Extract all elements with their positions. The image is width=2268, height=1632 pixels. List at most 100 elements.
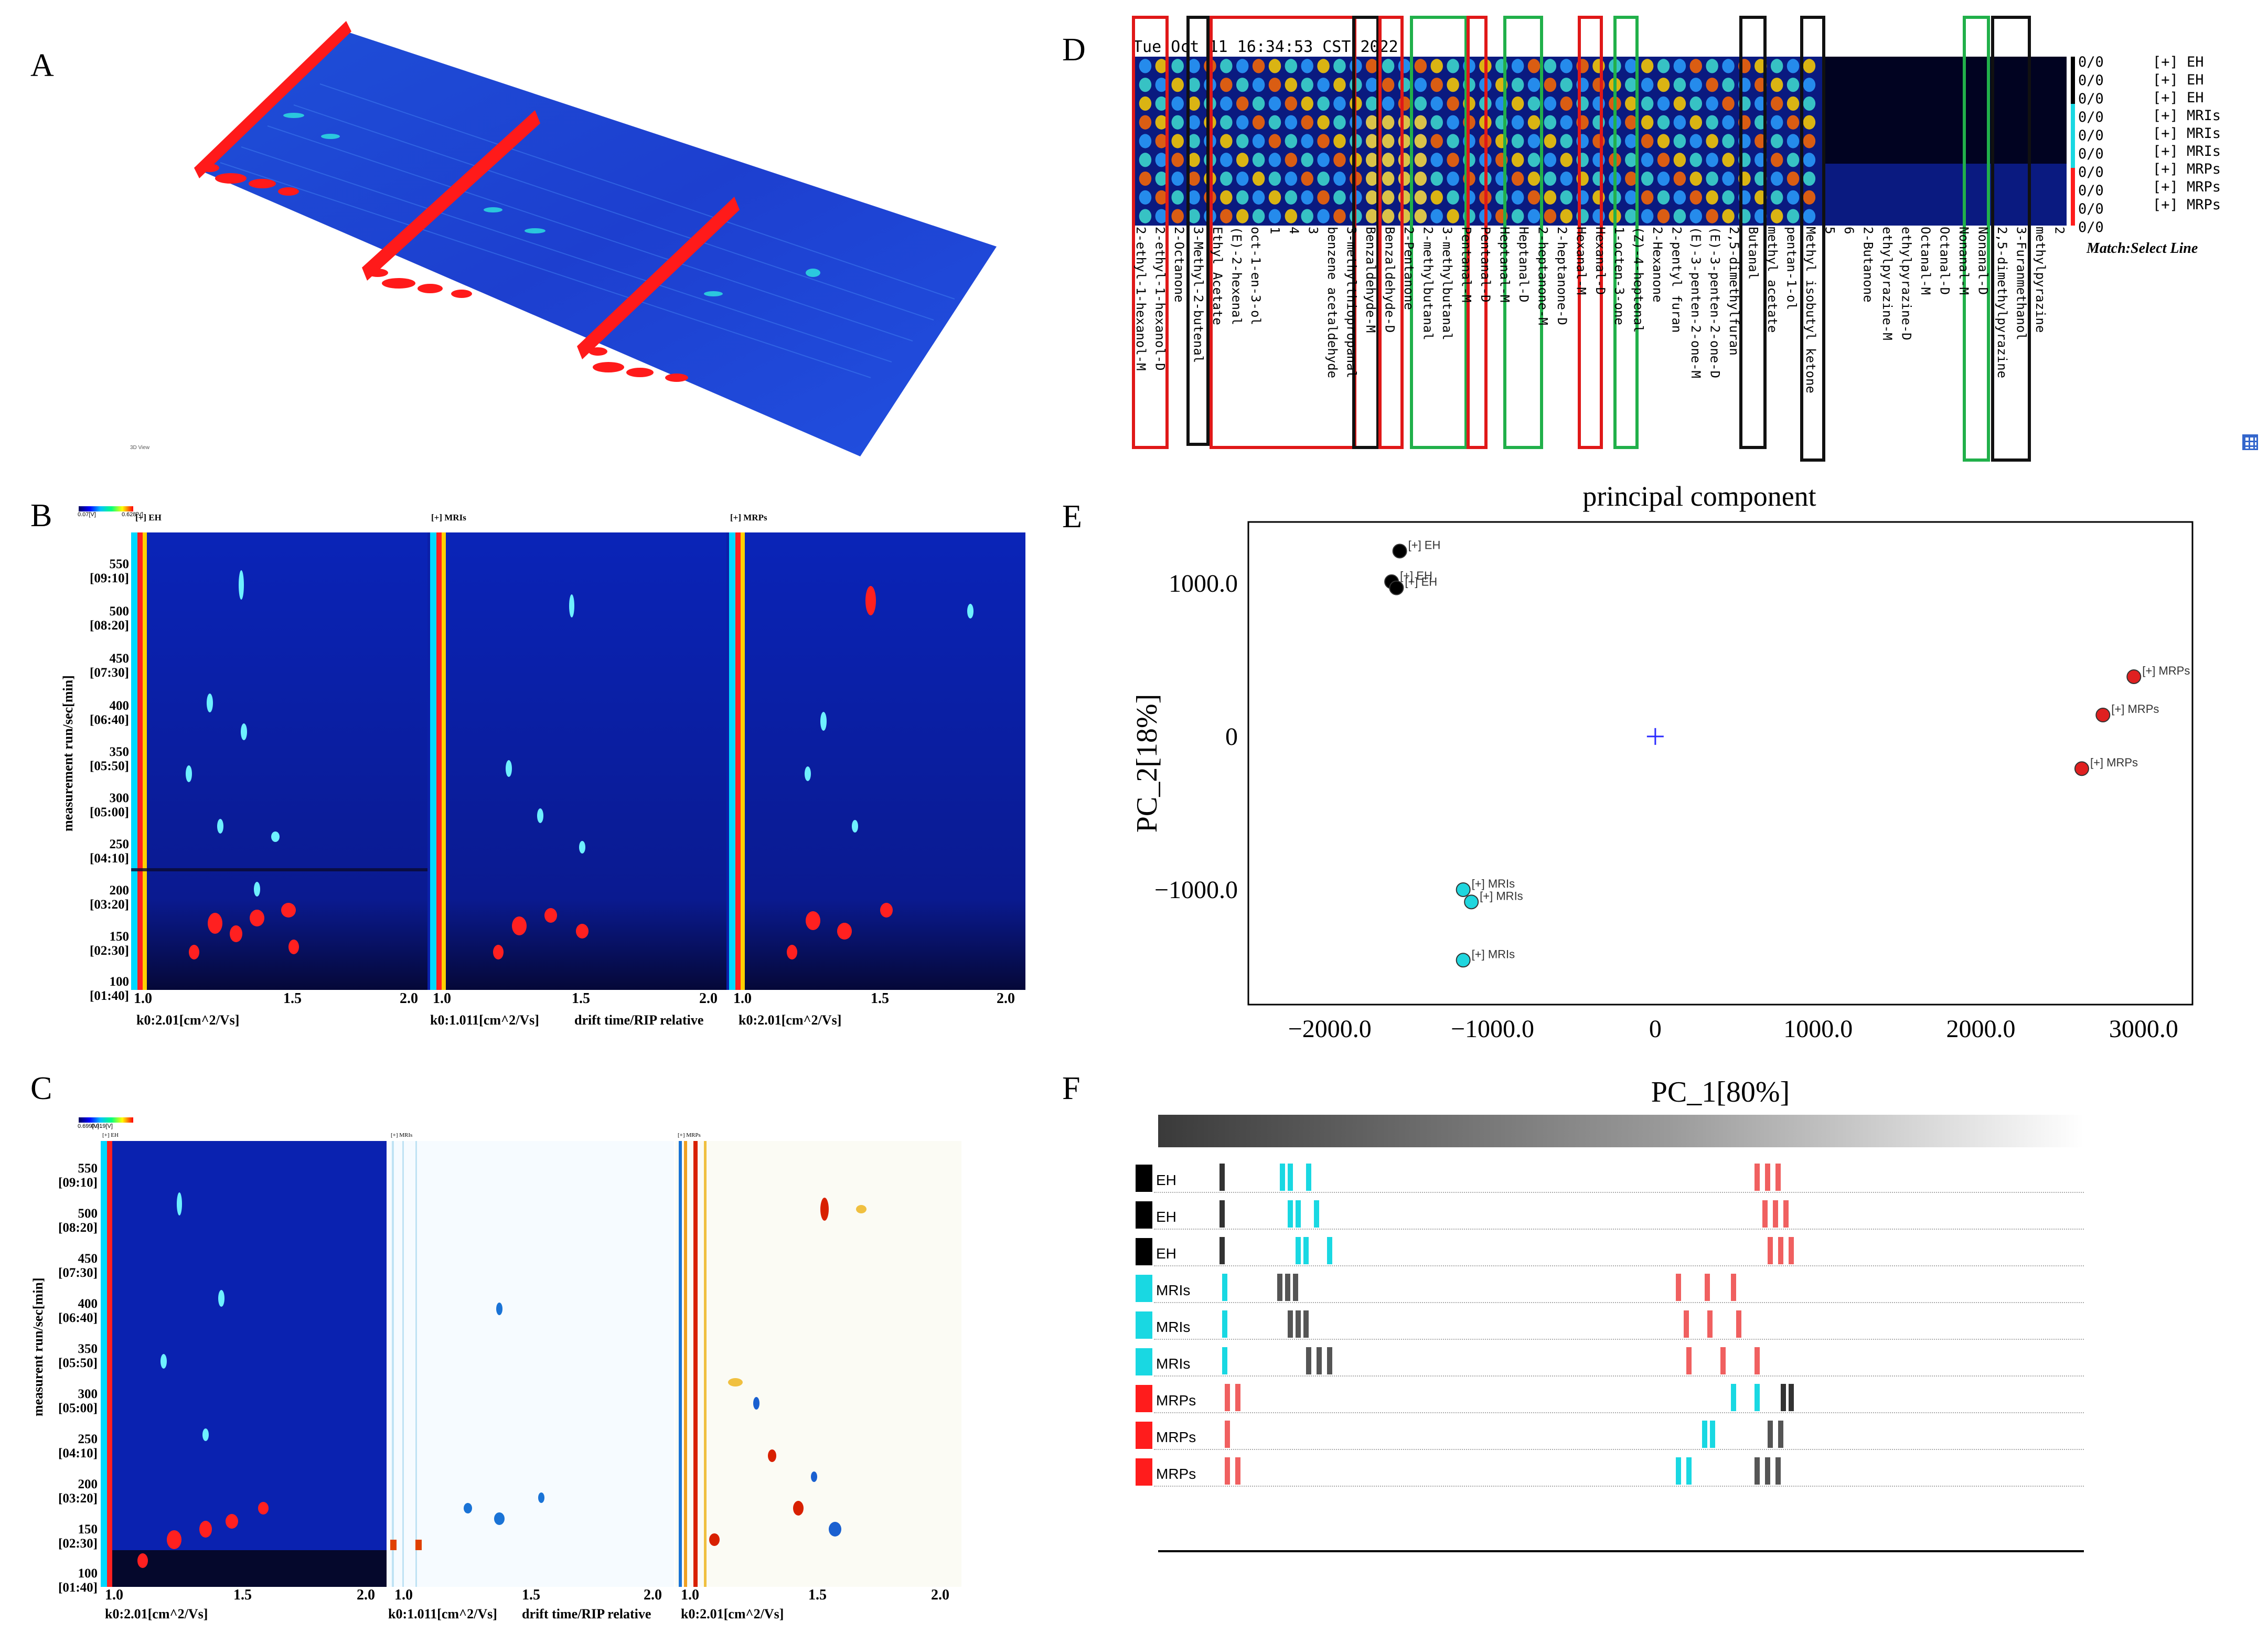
- gallery-spot: [1236, 59, 1249, 73]
- gallery-spot: [1722, 171, 1735, 186]
- gallery-spot: [1188, 153, 1200, 167]
- gallery-spot: [1252, 59, 1265, 73]
- panel-c-xtick: 2.0: [357, 1587, 375, 1603]
- gallery-spot: [1301, 153, 1313, 167]
- fingerprint-bar: [1755, 1384, 1760, 1411]
- row-label: [+] MRPs: [2153, 179, 2221, 195]
- pca-ytick: −1000.0: [1154, 876, 1238, 904]
- fingerprint-bar: [1317, 1347, 1322, 1374]
- gallery-spot: [1236, 115, 1249, 130]
- row-divider: [1154, 1192, 2084, 1193]
- panel-c-subplot-mris: [388, 1141, 674, 1587]
- panel-c-ytick: 500 [08:20]: [58, 1207, 98, 1235]
- gallery-spot: [1770, 96, 1783, 111]
- gallery-spot: [1786, 209, 1800, 223]
- gallery-spot: [1268, 190, 1281, 205]
- gallery-spot: [1673, 190, 1686, 205]
- pca-point: [2095, 708, 2111, 722]
- fingerprint-bar: [1710, 1421, 1715, 1448]
- panel-b-ytick: 200 [03:20]: [90, 883, 129, 912]
- compound-label: methylpyrazine: [2033, 227, 2048, 333]
- gallery-spot: [1155, 96, 1168, 111]
- panel-b-colorbar: [79, 506, 133, 511]
- gallery-spot: [1544, 78, 1557, 92]
- panel-c-ytick: 150 [02:30]: [58, 1522, 98, 1551]
- panel-d-sidebar-red: [2071, 168, 2075, 226]
- gallery-spot: [1365, 115, 1378, 130]
- compound-label: Pentanal-D: [1478, 227, 1493, 303]
- row-label: [+] MRPs: [2153, 197, 2221, 213]
- gallery-spot: [1706, 153, 1718, 167]
- fingerprint-bar: [1288, 1164, 1293, 1191]
- compound-label: (E)-3-penten-2-one-M: [1688, 227, 1704, 378]
- compound-label: 2-ethyl-1-hexanol-D: [1152, 227, 1168, 371]
- panel-b-ytick: 150 [02:30]: [90, 930, 129, 958]
- gallery-spot: [1641, 115, 1654, 130]
- gallery-spot: [1285, 171, 1298, 186]
- row-value: 0/0: [2078, 72, 2104, 89]
- panel-c-subplot-title-mris: [+] MRIs: [391, 1132, 413, 1138]
- row-divider: [1154, 1265, 2084, 1266]
- gallery-spot: [1268, 209, 1281, 223]
- pca-ylabel: PC_2[18%]: [1131, 694, 1163, 833]
- gallery-spot: [1527, 209, 1540, 223]
- fingerprint-bar: [1327, 1237, 1332, 1264]
- panel-f-baseline: [1158, 1550, 2084, 1552]
- gallery-spot: [1544, 115, 1557, 130]
- gallery-spot: [1236, 209, 1249, 223]
- gallery-spot: [1527, 78, 1540, 92]
- gallery-spot: [1414, 134, 1427, 148]
- panel-d-sidebar-cyan: [2071, 104, 2075, 168]
- compound-label: Hexanal-M: [1574, 227, 1589, 295]
- panel-b-xtick: 1.0: [134, 990, 152, 1007]
- gallery-spot: [1689, 171, 1703, 186]
- gallery-spot: [1139, 153, 1152, 167]
- gallery-spot: [1365, 209, 1378, 223]
- gallery-spot: [1786, 134, 1800, 148]
- gallery-spot: [1544, 134, 1557, 148]
- fingerprint-bar: [1303, 1310, 1309, 1338]
- gallery-spot: [1625, 78, 1638, 92]
- gallery-spot: [1333, 78, 1346, 92]
- gallery-spot: [1171, 115, 1184, 130]
- fingerprint-bar: [1219, 1164, 1225, 1191]
- gallery-spot: [1365, 171, 1378, 186]
- gallery-spot: [1365, 134, 1378, 148]
- gallery-spot: [1317, 209, 1330, 223]
- compound-label: Octanal-M: [1918, 227, 1933, 295]
- gallery-spot: [1673, 115, 1686, 130]
- gallery-spot: [1333, 209, 1346, 223]
- gallery-spot: [1544, 171, 1557, 186]
- row-color-swatch: [1136, 1238, 1152, 1265]
- gallery-spot: [1722, 134, 1735, 148]
- gallery-spot: [1803, 190, 1816, 205]
- gallery-spot: [1252, 134, 1265, 148]
- panel-b-ytick: 450 [07:30]: [90, 652, 129, 680]
- row-label: EH: [1156, 1209, 1176, 1225]
- gallery-spot: [1155, 134, 1168, 148]
- gallery-spot: [1560, 153, 1572, 167]
- gallery-spot: [1657, 153, 1670, 167]
- row-value: 0/0: [2078, 127, 2104, 144]
- row-divider: [1154, 1486, 2084, 1487]
- gallery-spot: [1673, 153, 1686, 167]
- gallery-spot: [1803, 59, 1816, 73]
- panel-b-k0-eh: k0:2.01[cm^2/Vs]: [136, 1012, 240, 1028]
- fingerprint-bar: [1676, 1274, 1681, 1301]
- panel-c-ytick: 550 [09:10]: [58, 1161, 98, 1190]
- gallery-spot: [1786, 190, 1800, 205]
- gallery-spot: [1382, 171, 1395, 186]
- gallery-spot: [1544, 153, 1557, 167]
- row-divider: [1154, 1375, 2084, 1377]
- panel-d-highlight-box: [1410, 16, 1468, 449]
- row-value: 0/0: [2078, 164, 2104, 180]
- gallery-spot: [1511, 96, 1524, 111]
- panel-b-xtick: 1.5: [871, 990, 889, 1007]
- gallery-spot: [1706, 96, 1718, 111]
- row-label: [+] EH: [2153, 72, 2204, 88]
- gallery-spot: [1430, 171, 1443, 186]
- compound-label: benzene acetaldehyde: [1324, 227, 1340, 378]
- grid-icon[interactable]: [2242, 434, 2258, 450]
- fingerprint-bar: [1755, 1164, 1760, 1191]
